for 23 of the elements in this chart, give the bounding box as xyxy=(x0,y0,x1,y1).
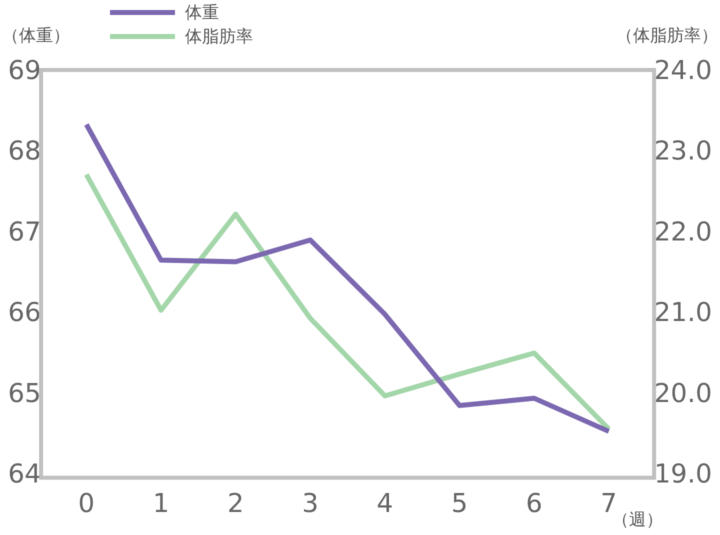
y2-tick-label: 22.0 xyxy=(654,217,712,248)
y2-tick-label: 20.0 xyxy=(654,378,712,409)
x-tick-label: 2 xyxy=(227,489,244,520)
y-tick-label: 69 xyxy=(8,56,42,86)
x-tick-label: 0 xyxy=(78,489,95,520)
x-tick-label: 3 xyxy=(302,489,319,520)
x-tick-label: 6 xyxy=(526,489,542,520)
legend-label: 体脂肪率 xyxy=(185,26,253,48)
x-tick-label: 5 xyxy=(451,489,468,520)
y2-axis-title: （体脂肪率） xyxy=(616,25,718,47)
y-tick-label: 66 xyxy=(8,298,42,328)
y-tick-label: 64 xyxy=(8,460,42,490)
y2-tick-label: 21.0 xyxy=(654,298,712,328)
legend-label: 体重 xyxy=(185,2,219,24)
x-tick-label: 4 xyxy=(376,489,394,520)
y-axis-title: （体重） xyxy=(2,25,70,47)
y-tick-label: 67 xyxy=(8,217,42,248)
y2-tick-label: 23.0 xyxy=(654,136,712,167)
y-tick-label: 65 xyxy=(8,378,42,409)
x-tick-label: 1 xyxy=(152,489,170,520)
y2-tick-label: 19.0 xyxy=(654,460,712,490)
y-tick-label: 68 xyxy=(8,136,42,167)
y2-tick-label: 24.0 xyxy=(654,56,712,86)
